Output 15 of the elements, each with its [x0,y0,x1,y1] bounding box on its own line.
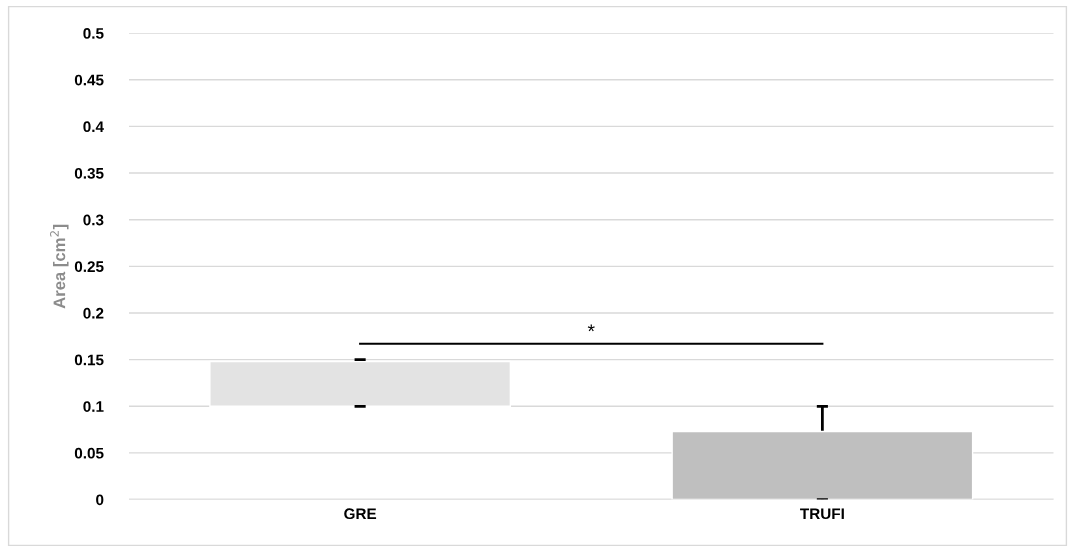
y-tick-label: 0.2 [83,307,104,319]
x-tick-label: TRUFI [800,508,844,520]
y-tick-label: 0.5 [83,27,104,39]
y-tick-label: 0.35 [74,167,104,179]
annotation: * [587,324,595,332]
y-tick-label: 0.3 [83,214,104,226]
y-tick-label: 0.1 [83,401,104,412]
y-tick-label: 0.05 [74,447,104,459]
y-axis-title: Area [cm$^{2}$] [50,224,69,309]
y-tick-label: 0 [96,494,104,506]
y-tick-label: 0.45 [74,74,104,86]
x-tick-label: GRE [344,508,377,520]
y-tick-label: 0.15 [74,354,104,366]
y-tick-label: 0.4 [83,121,104,133]
y-tick-label: 0.25 [74,261,104,273]
